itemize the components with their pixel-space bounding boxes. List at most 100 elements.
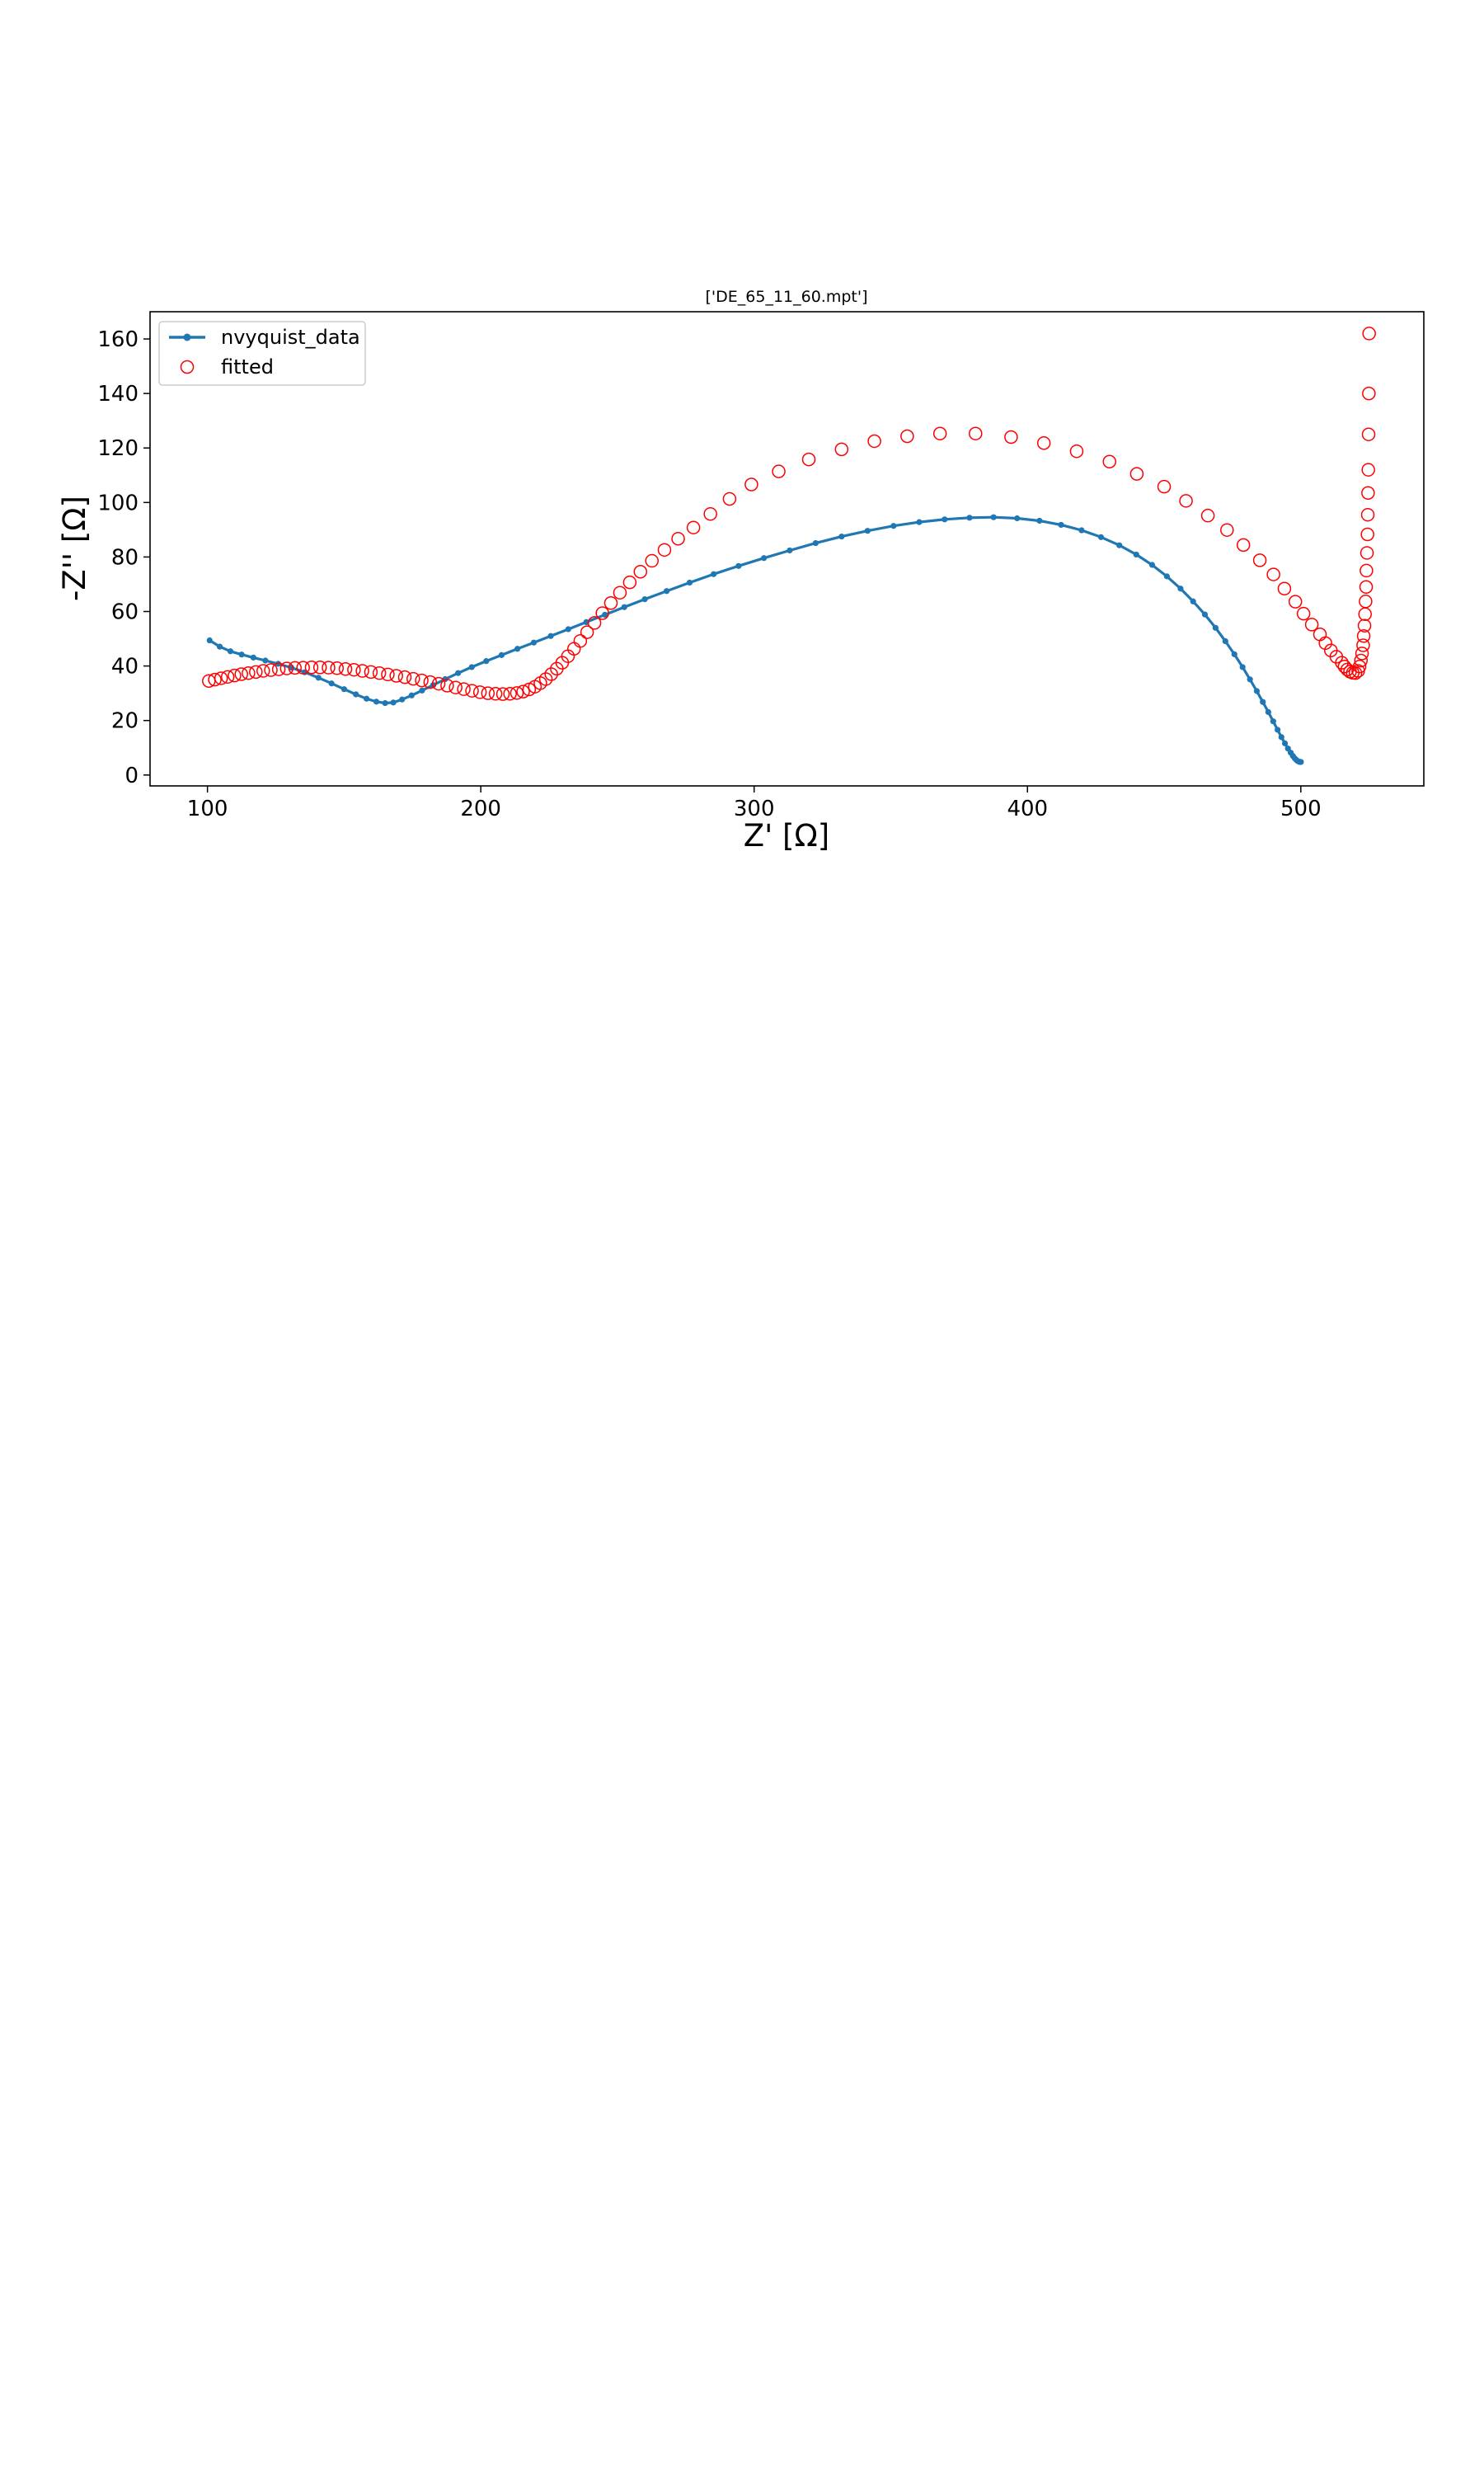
- data-point-nvyquist-data: [216, 643, 223, 650]
- data-point-nvyquist-data: [275, 661, 282, 667]
- chart-title: ['DE_65_11_60.mpt']: [706, 288, 868, 306]
- data-point-fitted: [1313, 628, 1327, 642]
- y-axis-label: -Z'' [Ω]: [57, 496, 92, 601]
- data-point-nvyquist-data: [838, 534, 845, 540]
- data-point-nvyquist-data: [530, 639, 538, 646]
- data-point-fitted: [1360, 546, 1374, 560]
- data-point-nvyquist-data: [602, 611, 608, 618]
- data-point-nvyquist-data: [711, 571, 717, 577]
- data-point-nvyquist-data: [990, 514, 997, 520]
- data-point-nvyquist-data: [1014, 515, 1021, 522]
- data-point-fitted: [772, 464, 786, 478]
- data-point-nvyquist-data: [340, 686, 347, 693]
- data-point-fitted: [406, 671, 420, 686]
- data-point-nvyquist-data: [1148, 562, 1156, 568]
- data-point-fitted: [1335, 656, 1349, 670]
- data-point-nvyquist-data: [1265, 708, 1271, 716]
- data-point-fitted: [372, 666, 387, 680]
- data-point-fitted: [1361, 463, 1375, 477]
- data-point-fitted: [595, 606, 609, 620]
- data-point-fitted: [457, 682, 471, 696]
- data-point-nvyquist-data: [1253, 688, 1261, 694]
- data-point-fitted: [867, 434, 881, 449]
- data-point-nvyquist-data: [1177, 586, 1184, 592]
- data-point-fitted: [495, 687, 510, 701]
- data-point-fitted: [657, 543, 672, 557]
- data-point-fitted: [900, 429, 914, 444]
- axis-ticks: 100 200 300 400 500 0 20 40 60 80 100 120 140 160: [97, 327, 1321, 821]
- data-point-fitted: [288, 661, 302, 675]
- x-axis-label: Z' [Ω]: [744, 818, 829, 854]
- data-point-fitted: [544, 667, 558, 681]
- x-tick-label: 500: [1280, 797, 1322, 821]
- data-point-nvyquist-data: [864, 528, 871, 534]
- data-point-nvyquist-data: [468, 664, 475, 670]
- data-point-fitted: [208, 672, 222, 687]
- data-point-fitted: [271, 662, 286, 676]
- data-point-nvyquist-data: [328, 680, 335, 687]
- data-point-nvyquist-data: [514, 646, 521, 652]
- data-point-fitted: [279, 661, 294, 675]
- data-point-fitted: [1360, 563, 1374, 578]
- data-point-fitted: [1277, 581, 1292, 595]
- data-point-nvyquist-data: [664, 588, 670, 595]
- data-point-nvyquist-data: [390, 699, 397, 706]
- data-point-nvyquist-data: [787, 547, 793, 554]
- data-point-fitted: [573, 633, 588, 648]
- data-point-fitted: [1179, 494, 1193, 508]
- chart-canvas: ['DE_65_11_60.mpt'] 100 200 300 400 500 0 20 40…: [57, 288, 1425, 854]
- data-point-fitted: [1356, 638, 1370, 652]
- data-point-nvyquist-data: [1116, 542, 1123, 548]
- data-point-nvyquist-data: [735, 562, 742, 569]
- data-point-fitted: [322, 661, 336, 675]
- data-point-fitted: [834, 442, 849, 457]
- data-point-nvyquist-data: [1097, 534, 1105, 540]
- plot-frame: [149, 311, 1425, 787]
- data-point-nvyquist-data: [408, 692, 415, 698]
- data-point-fitted: [1102, 454, 1116, 469]
- data-point-nvyquist-data: [966, 515, 973, 521]
- y-tick-label: 120: [97, 436, 139, 461]
- data-point-fitted: [587, 616, 602, 630]
- data-point-fitted: [1359, 595, 1373, 609]
- data-point-fitted: [633, 565, 648, 579]
- data-point-fitted: [1069, 444, 1084, 459]
- data-point-fitted: [1266, 567, 1280, 581]
- data-point-nvyquist-data: [262, 657, 269, 664]
- data-point-fitted: [1358, 607, 1372, 622]
- y-tick-label: 0: [124, 764, 139, 788]
- data-point-fitted: [1129, 467, 1144, 481]
- data-point-fitted: [622, 575, 637, 590]
- legend-label-fitted: fitted: [221, 355, 274, 379]
- y-tick-label: 100: [97, 491, 139, 515]
- data-point-fitted: [671, 532, 685, 546]
- data-point-nvyquist-data: [641, 596, 648, 603]
- data-point-fitted: [580, 625, 594, 639]
- data-point-fitted: [1360, 527, 1374, 542]
- data-point-nvyquist-data: [238, 651, 245, 658]
- data-point-fitted: [242, 666, 256, 680]
- data-point-fitted: [1356, 628, 1371, 643]
- data-point-fitted: [703, 506, 717, 521]
- y-tick-label: 40: [111, 655, 139, 680]
- data-point-nvyquist-data: [1281, 740, 1289, 747]
- data-point-fitted: [220, 670, 235, 684]
- y-tick-label: 160: [97, 327, 139, 352]
- data-point-nvyquist-data: [1298, 759, 1304, 765]
- data-point-nvyquist-data: [761, 555, 768, 562]
- data-point-fitted: [465, 684, 479, 698]
- data-point-nvyquist-data: [1190, 598, 1196, 604]
- data-point-fitted: [1304, 618, 1319, 632]
- data-point-nvyquist-data: [1270, 718, 1276, 725]
- data-point-fitted: [1357, 618, 1372, 633]
- data-point-nvyquist-data: [483, 658, 490, 665]
- data-point-nvyquist-data: [1260, 698, 1266, 705]
- legend-label-nvyquist-data: nvyquist_data: [221, 326, 360, 349]
- x-tick-label: 100: [187, 797, 228, 821]
- data-point-fitted: [1362, 327, 1376, 341]
- data-point-fitted: [603, 596, 618, 610]
- data-point-nvyquist-data: [373, 698, 380, 705]
- data-point-fitted: [355, 664, 369, 678]
- data-point-fitted: [431, 676, 446, 691]
- data-point-fitted: [264, 663, 278, 677]
